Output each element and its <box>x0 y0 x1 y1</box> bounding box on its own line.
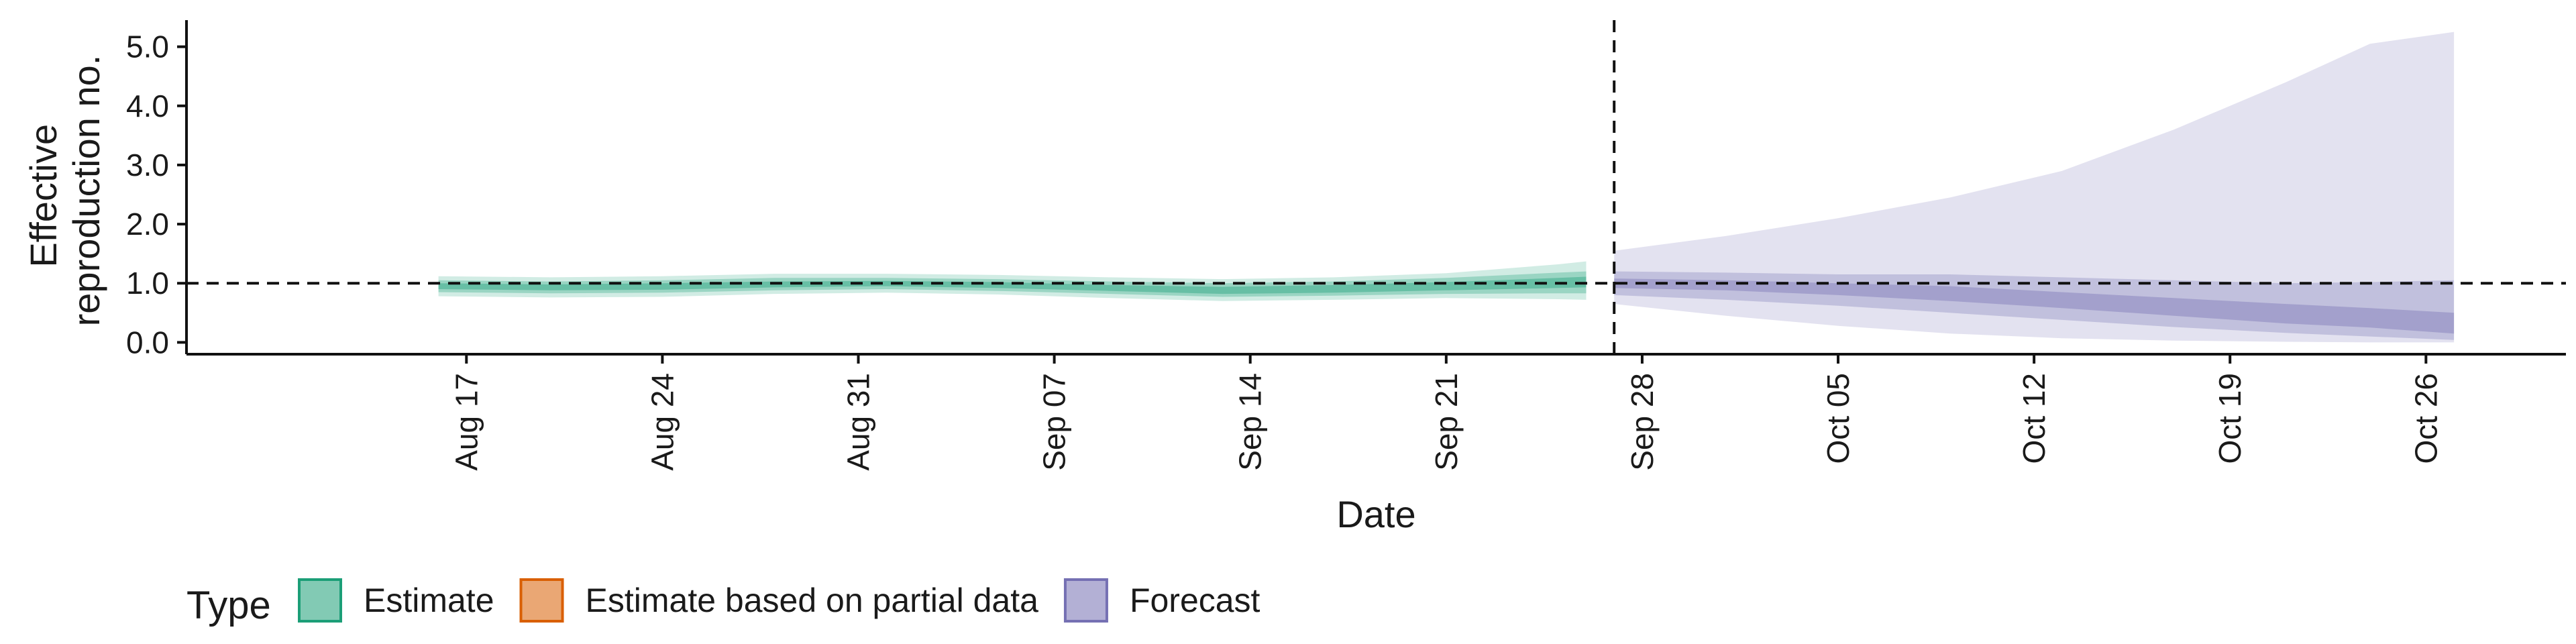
x-tick-label: Aug 17 <box>449 373 484 471</box>
estimate-outer-interval-band <box>438 261 1587 301</box>
legend: Type Estimate Estimate based on partial d… <box>186 578 1260 627</box>
y-tick-labels: 0.0 1.0 2.0 3.0 4.0 5.0 <box>126 30 169 360</box>
x-tick-label: Sep 28 <box>1625 373 1660 471</box>
reference-lines <box>186 20 2566 354</box>
y-tick-label: 1.0 <box>126 266 169 301</box>
ribbon-layer <box>438 32 2455 343</box>
legend-swatch-estimate-based-on-partial-data <box>519 578 564 623</box>
axes <box>177 20 2566 364</box>
legend-swatch-forecast <box>1063 578 1108 623</box>
y-axis-title-line-1: Effective <box>22 124 64 268</box>
x-tick-label: Oct 05 <box>1821 373 1856 464</box>
x-tick-label: Oct 19 <box>2212 373 2247 464</box>
estimate-inner-interval-band <box>438 276 1587 294</box>
forecast-mid-interval-band <box>1614 271 2455 340</box>
x-axis-title: Date <box>1336 493 1415 535</box>
legend-label-estimate-based-on-partial-data: Estimate based on partial data <box>586 582 1039 619</box>
forecast-inner-interval-band <box>1614 278 2455 334</box>
y-axis-title-line-2: reproduction no. <box>65 55 107 327</box>
x-tick-label: Aug 31 <box>841 373 876 471</box>
x-tick-label: Sep 21 <box>1429 373 1464 471</box>
legend-label-forecast: Forecast <box>1130 582 1260 619</box>
y-axis-title: Effective reproduction no. <box>22 55 107 327</box>
y-tick-label: 0.0 <box>126 325 169 360</box>
y-tick-label: 4.0 <box>126 89 169 123</box>
x-tick-label: Sep 14 <box>1233 373 1268 471</box>
x-tick-label: Sep 07 <box>1037 373 1072 471</box>
x-tick-label: Oct 26 <box>2408 373 2443 464</box>
x-tick-labels: Aug 17 Aug 24 Aug 31 Sep 07 Sep 14 Sep 21 Sep … <box>449 373 2443 471</box>
axis-titles: Date Effective reproduction no. <box>22 55 1416 535</box>
legend-label-estimate: Estimate <box>364 582 494 619</box>
y-tick-label: 3.0 <box>126 148 169 182</box>
x-tick-label: Oct 12 <box>2017 373 2051 464</box>
legend-swatch-estimate <box>298 578 342 623</box>
x-tick-label: Aug 24 <box>645 373 680 471</box>
forecast-outer-interval-band <box>1614 32 2455 343</box>
y-tick-label: 5.0 <box>126 30 169 64</box>
y-tick-label: 2.0 <box>126 207 169 241</box>
legend-title: Type <box>186 584 271 627</box>
